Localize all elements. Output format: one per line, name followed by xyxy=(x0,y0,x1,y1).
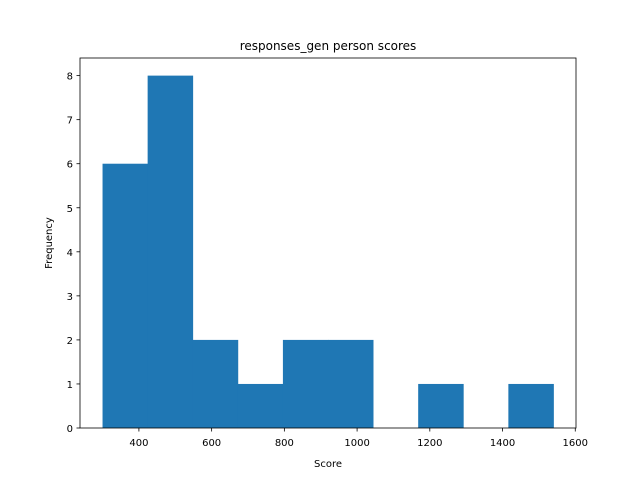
x-tick-label: 1200 xyxy=(417,438,442,449)
x-tick-label: 1400 xyxy=(490,438,515,449)
ticks-layer: 400 600 800 1000 1200 1400 1600 0 1 2 3 4 5 6 7 8 xyxy=(67,72,588,449)
chart-title: responses_gen person scores xyxy=(240,39,417,53)
axes-frame xyxy=(79,57,577,429)
histogram-bar xyxy=(147,75,194,428)
x-tick-label: 1600 xyxy=(563,438,588,449)
y-tick-label: 4 xyxy=(67,248,73,259)
x-tick-label: 600 xyxy=(202,438,221,449)
y-tick-label: 3 xyxy=(67,292,73,303)
y-tick-label: 7 xyxy=(67,116,73,127)
y-tick-label: 6 xyxy=(67,160,73,171)
histogram-bar xyxy=(102,163,149,428)
x-tick-label: 1000 xyxy=(344,438,369,449)
histogram-bar xyxy=(192,339,239,428)
y-axis-label: Frequency xyxy=(44,217,55,269)
x-tick-label: 800 xyxy=(275,438,294,449)
histogram-bar xyxy=(237,383,284,428)
x-axis-label: Score xyxy=(314,459,342,470)
y-tick-label: 2 xyxy=(67,336,73,347)
y-tick-label: 5 xyxy=(67,204,73,215)
histogram-bar xyxy=(328,339,374,428)
y-tick-label: 0 xyxy=(67,424,73,435)
histogram-bar xyxy=(282,339,329,428)
bars-layer xyxy=(102,75,554,428)
y-tick-label: 8 xyxy=(67,72,73,83)
histogram-bar xyxy=(508,383,554,428)
y-tick-label: 1 xyxy=(67,380,73,391)
x-tick-label: 400 xyxy=(129,438,148,449)
histogram-bar xyxy=(418,383,464,428)
